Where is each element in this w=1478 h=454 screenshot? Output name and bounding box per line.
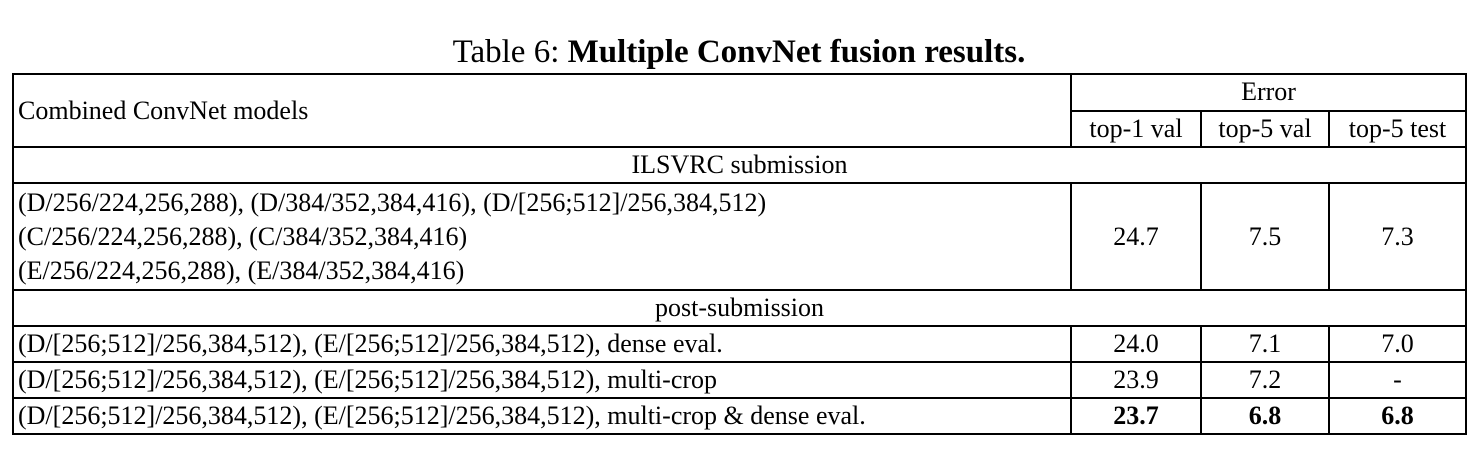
table-row: (D/[256;512]/256,384,512), (E/[256;512]/… [12,325,1468,363]
top5-val-cell: 7.2 [1200,361,1330,399]
top5-val-cell: 7.1 [1200,325,1330,363]
model-cell: (D/256/224,256,288), (D/384/352,384,416)… [12,182,1072,291]
top5-test-cell: 7.0 [1327,325,1468,363]
header-models: Combined ConvNet models [12,73,1072,148]
top1-val-cell: 23.7 [1070,397,1202,435]
header-row: Combined ConvNet models Error [12,73,1468,148]
section-title: ILSVRC submission [11,146,1468,184]
model-line: (D/256/224,256,288), (D/384/352,384,416)… [18,187,767,217]
section-row: ILSVRC submission [11,146,1468,184]
table-row: (D/256/224,256,288), (D/384/352,384,416)… [12,182,1468,291]
model-line: (E/256/224,256,288), (E/384/352,384,416) [18,255,465,285]
top5-test-cell: 6.8 [1327,397,1468,435]
model-cell: (D/[256;512]/256,384,512), (E/[256;512]/… [12,361,1072,399]
results-table: Combined ConvNet models Error top-1 val … [11,73,1468,435]
top5-val-cell: 7.5 [1200,182,1330,291]
section-row: post-submission [11,289,1468,327]
top5-test-cell: 7.3 [1327,182,1468,291]
top1-val-cell: 24.0 [1070,325,1202,363]
table-title: Multiple ConvNet fusion results. [567,34,1026,70]
section-title: post-submission [11,289,1468,327]
table-row: (D/[256;512]/256,384,512), (E/[256;512]/… [12,397,1468,435]
header-top5-val: top-5 val [1200,109,1330,148]
model-line: (C/256/224,256,288), (C/384/352,384,416) [18,221,468,251]
model-cell: (D/[256;512]/256,384,512), (E/[256;512]/… [12,397,1072,435]
top1-val-cell: 23.9 [1070,361,1202,399]
top5-val-cell: 6.8 [1200,397,1330,435]
subheader-row: top-1 val top-5 val top-5 test [13,109,1468,148]
top5-test-cell: - [1327,361,1468,399]
top1-val-cell: 24.7 [1070,182,1202,291]
header-error: Error [1069,73,1468,112]
table-number: Table 6: [452,34,560,70]
table-caption: Table 6: Multiple ConvNet fusion results… [0,32,1478,72]
model-cell: (D/[256;512]/256,384,512), (E/[256;512]/… [12,325,1072,363]
header-top5-test: top-5 test [1327,109,1468,148]
header-top1-val: top-1 val [1070,109,1202,148]
table-row: (D/[256;512]/256,384,512), (E/[256;512]/… [12,361,1468,399]
